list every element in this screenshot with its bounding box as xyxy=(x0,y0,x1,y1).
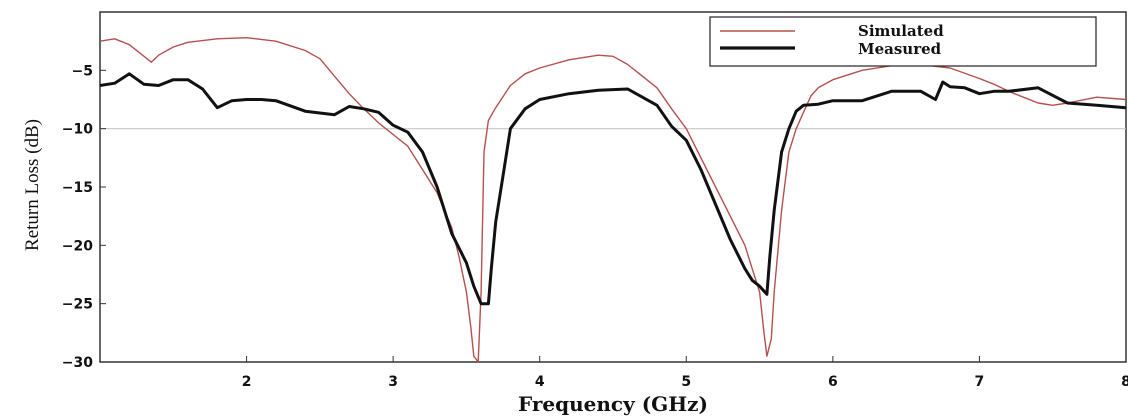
legend-label-simulated: Simulated xyxy=(858,22,944,40)
x-tick-label: 3 xyxy=(388,374,398,390)
legend-label-measured: Measured xyxy=(858,40,942,58)
x-tick-label: 6 xyxy=(828,374,838,390)
legend-box xyxy=(709,16,1097,67)
y-tick-label: −5 xyxy=(72,63,93,79)
x-axis-title: Frequency (GHz) xyxy=(518,392,708,416)
y-axis: −5 −10 −15 −20 −25 −30 xyxy=(62,63,106,371)
x-tick-label: 4 xyxy=(535,374,545,390)
y-axis-title: Return Loss (dB) xyxy=(22,119,43,251)
y-tick-label: −20 xyxy=(62,238,93,254)
x-tick-label: 2 xyxy=(242,374,252,390)
x-axis: 2 3 4 5 6 7 8 xyxy=(242,356,1128,390)
y-tick-label: −30 xyxy=(62,355,93,371)
series-line-simulated xyxy=(99,37,1127,363)
x-tick-label: 8 xyxy=(1121,374,1128,390)
series-layer xyxy=(99,37,1127,363)
x-tick-label: 5 xyxy=(681,374,691,390)
series-line-measured xyxy=(99,72,1127,306)
legend: Simulated Measured xyxy=(709,16,1097,67)
y-tick-label: −25 xyxy=(62,297,93,313)
y-tick-label: −15 xyxy=(62,180,93,196)
y-tick-label: −10 xyxy=(62,122,93,138)
x-tick-label: 7 xyxy=(975,374,985,390)
